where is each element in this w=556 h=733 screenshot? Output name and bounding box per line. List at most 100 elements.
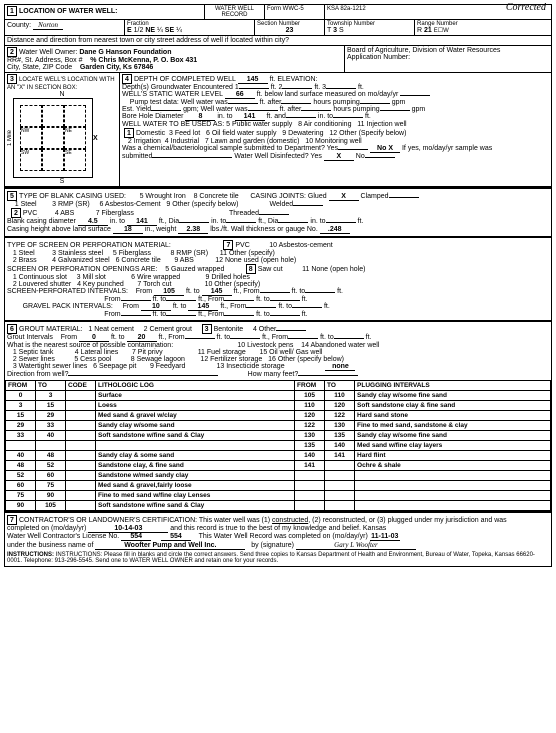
frac-half: 1/2	[134, 27, 144, 34]
rng-ew: E☐W	[434, 28, 449, 34]
table-row: 4852Sandstone clay, & fine sand141Ochre …	[6, 461, 551, 471]
nox: No X	[370, 145, 400, 153]
table-cell: Med sand w/fine clay layers	[355, 441, 551, 451]
bcd: Blank casing diameter	[7, 218, 76, 225]
twp-val: 3	[333, 27, 337, 34]
frac-q2: ¼	[176, 27, 182, 34]
rng-lbl: Range Number	[417, 21, 549, 27]
table-cell	[66, 451, 96, 461]
table-cell: Fine to med sand w/fine clay Lenses	[96, 491, 295, 501]
table-cell: 120	[325, 401, 355, 411]
table-cell: 3	[6, 401, 36, 411]
s1-label: LOCATION OF WATER WELL:	[19, 8, 118, 15]
table-cell: 141	[325, 451, 355, 461]
table-cell: Med sand & gravel,fairly loose	[96, 481, 295, 491]
table-cell: Soft sandstone clay & fine sand	[355, 401, 551, 411]
table-cell	[295, 471, 325, 481]
table-cell: 141	[295, 461, 325, 471]
corrected-note: Corrected	[506, 2, 546, 13]
bus-name: Woofter Pump and Well Inc.	[95, 542, 245, 550]
dist-lbl: Distance and direction from nearest town…	[5, 36, 551, 45]
owner: Dane G Hanson Foundation	[79, 49, 171, 56]
table-cell	[66, 441, 96, 451]
table-cell: 48	[6, 461, 36, 471]
table-cell	[66, 481, 96, 491]
table-cell: 40	[36, 431, 66, 441]
table-cell: Soft sandstone w/fine sand & Clay	[96, 431, 295, 441]
s4-label: DEPTH OF COMPLETED WELL	[134, 76, 236, 83]
section-7-num: 7	[7, 515, 17, 525]
table-cell	[66, 471, 96, 481]
table-cell: Loess	[96, 401, 295, 411]
city: Garden City, Ks 67846	[80, 64, 153, 71]
table-cell	[6, 441, 36, 451]
header-title: WATER WELL RECORD	[205, 5, 265, 19]
open: SCREEN OR PERFORATION OPENINGS ARE:	[7, 266, 157, 273]
static-suf: ft. below land surface measured on mo/da…	[257, 91, 399, 98]
s2-label: Water Well Owner:	[19, 49, 77, 56]
comp-date: 10-14-03	[88, 525, 168, 533]
gi: Grout Intervals	[7, 334, 53, 341]
sec-val: 23	[257, 27, 322, 34]
table-row: 7590 Fine to med sand w/fine clay Lenses	[6, 491, 551, 501]
table-cell	[355, 471, 551, 481]
table-cell: Sandstone clay, & fine sand	[96, 461, 295, 471]
depths-lbl: Depth(s) Groundwater Encountered	[122, 84, 233, 91]
header-form: Form WWC-5	[265, 5, 325, 19]
dir: Direction from well?	[7, 371, 68, 378]
compass-s: S	[7, 178, 117, 185]
table-cell: 105	[295, 391, 325, 401]
table-cell: 90	[36, 491, 66, 501]
table-row: 3340Soft sandstone w/fine sand & Clay130…	[6, 431, 551, 441]
table-cell: 75	[6, 491, 36, 501]
s5-label: TYPE OF BLANK CASING USED:	[19, 193, 126, 200]
section-3-num: 3	[7, 74, 17, 84]
section-6-num: 6	[7, 324, 17, 334]
table-cell: Sandstone w/med sandy clay	[96, 471, 295, 481]
table-cell: 15	[6, 411, 36, 421]
table-cell: 135	[325, 431, 355, 441]
table-cell: Hard flint	[355, 451, 551, 461]
table-cell: 135	[295, 441, 325, 451]
table-cell: Med sand & gravel w/clay	[96, 411, 295, 421]
spi: SCREEN-PERFORATED INTERVALS:	[7, 288, 128, 295]
table-cell: 110	[325, 391, 355, 401]
table-cell	[325, 461, 355, 471]
table-cell	[295, 491, 325, 501]
table-cell: 15	[36, 401, 66, 411]
table-row: 03Surface105110Sandy clay w/some fine sa…	[6, 391, 551, 401]
table-cell: Sandy clay w/some sand	[96, 421, 295, 431]
table-cell: 33	[6, 431, 36, 441]
table-cell: 140	[295, 451, 325, 461]
table-cell: 130	[325, 421, 355, 431]
table-cell: 60	[6, 481, 36, 491]
table-row: 4048Sandy clay & some sand140141Hard fli…	[6, 451, 551, 461]
table-cell: Sandy clay & some sand	[96, 451, 295, 461]
section-5-num: 5	[7, 191, 17, 201]
table-row: 5260Sandstone w/med sandy clay	[6, 471, 551, 481]
table-cell: Soft sandstone w/fine sand & Clay	[96, 501, 295, 511]
table-cell: Ochre & shale	[355, 461, 551, 471]
table-cell: 33	[36, 421, 66, 431]
table-cell: 75	[36, 481, 66, 491]
table-cell: 110	[295, 401, 325, 411]
table-cell: Sandy clay w/some fine sand	[355, 391, 551, 401]
bore2-val: 141	[235, 113, 265, 121]
form: 1LOCATION OF WATER WELL: WATER WELL RECO…	[4, 4, 552, 567]
elev: ft. ELEVATION:	[270, 76, 318, 83]
city-lbl: City, State, ZIP Code	[7, 64, 72, 71]
table-cell: Sandy clay w/some fine sand	[355, 431, 551, 441]
table-cell: Fine to med sand, sandstone & clay	[355, 421, 551, 431]
section-1-num: 1	[7, 6, 17, 16]
table-cell: Surface	[96, 391, 295, 401]
table-row: 2933Sandy clay w/some sand122130Fine to …	[6, 421, 551, 431]
app: Application Number:	[347, 54, 549, 61]
table-cell	[36, 441, 66, 451]
twp-t: T	[327, 27, 331, 34]
board: Board of Agriculture, Division of Water …	[347, 47, 549, 54]
compass-x: X	[93, 135, 98, 142]
s3-label: LOCATE WELL'S LOCATION WITH AN "X" IN SE…	[7, 77, 115, 91]
rng-val: 21	[424, 27, 432, 34]
near: What is the nearest source of possible c…	[7, 342, 173, 349]
table-cell	[66, 401, 96, 411]
